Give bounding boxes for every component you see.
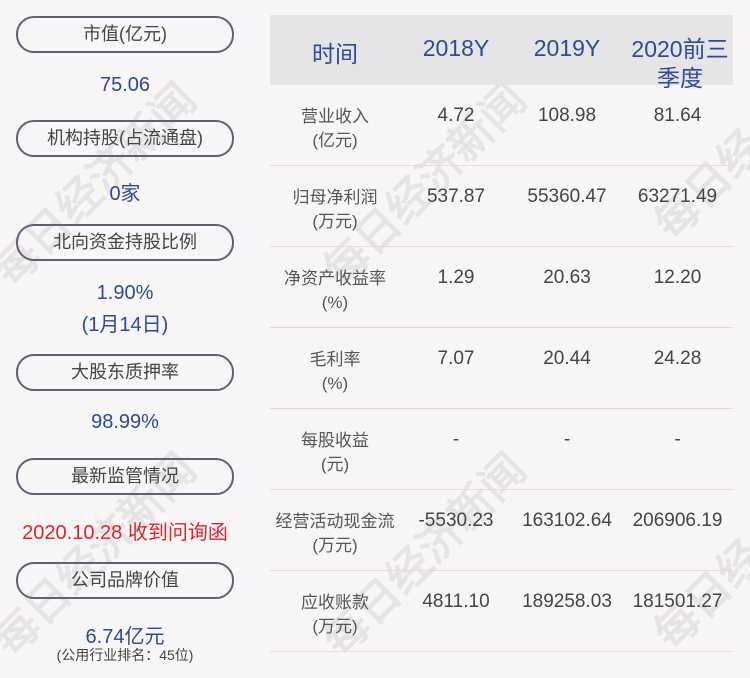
cell-value: 108.98 <box>537 105 597 126</box>
cell-value: 181501.27 <box>632 591 723 612</box>
metric-unit: (万元) <box>312 617 358 636</box>
regulation-value: 2020.10.28 收到问询函 <box>22 522 228 544</box>
cell-value: 4.72 <box>437 105 475 126</box>
cell-value: 24.28 <box>653 348 702 369</box>
metric-name: 归母净利润 <box>292 188 378 207</box>
cell-value: 20.63 <box>543 267 591 288</box>
table-row: 应收账款 (万元) 4811.10 189258.03 181501.27 <box>270 571 733 652</box>
cell-value: 163102.64 <box>522 510 612 531</box>
row-label: 净资产收益率 (%) <box>270 267 400 315</box>
metric-unit: (元) <box>320 455 350 474</box>
institution-holding-value: 0家 <box>109 183 141 205</box>
pledge-rate-label: 大股东质押率 <box>16 354 234 391</box>
metric-unit: (%) <box>321 374 349 393</box>
cell-value: 20.44 <box>543 348 591 369</box>
northbound-value: 1.90% <box>96 282 154 304</box>
cell-value: 206906.19 <box>632 510 723 531</box>
regulation-label: 最新监管情况 <box>16 458 234 495</box>
table-row: 经营活动现金流 (万元) -5530.23 163102.64 206906.19 <box>270 490 733 571</box>
row-label: 营业收入 (亿元) <box>270 105 400 153</box>
institution-holding-label: 机构持股(占流通盘) <box>16 120 234 157</box>
cell-value: - <box>452 429 460 450</box>
row-label: 归母净利润 (万元) <box>270 186 400 234</box>
northbound-date: (1月14日) <box>81 314 169 336</box>
table-row: 毛利率 (%) 7.07 20.44 24.28 <box>270 328 733 409</box>
cell-value: 189258.03 <box>522 591 612 612</box>
cell-value: 4811.10 <box>422 591 490 612</box>
header-2020q3: 2020前三季度 <box>631 36 729 91</box>
brand-value: 6.74亿元 <box>85 626 165 648</box>
metric-unit: (%) <box>321 293 349 312</box>
market-cap-label: 市值(亿元) <box>16 16 234 53</box>
cell-value: - <box>563 429 571 450</box>
metric-name: 净资产收益率 <box>284 269 386 288</box>
cell-value: - <box>674 429 681 450</box>
table-header: 时间 2018Y 2019Y 2020前三季度 <box>270 15 733 91</box>
metric-name: 毛利率 <box>309 350 361 369</box>
financial-table: 时间 2018Y 2019Y 2020前三季度 营业收入 (亿元) 4.72 108.… <box>270 15 733 652</box>
market-cap-value: 75.06 <box>99 74 151 96</box>
row-label: 经营活动现金流 (万元) <box>270 510 400 558</box>
metric-name: 每股收益 <box>301 431 369 450</box>
metric-unit: (万元) <box>312 536 358 555</box>
header-time: 时间 <box>312 41 358 67</box>
cell-value: 63271.49 <box>637 186 718 207</box>
header-2019: 2019Y <box>533 35 601 61</box>
brand-rank-note: (公用行业排名：45位) <box>56 647 194 663</box>
cell-value: 1.29 <box>437 267 475 288</box>
table-row: 净资产收益率 (%) 1.29 20.63 12.20 <box>270 247 733 328</box>
metric-unit: (亿元) <box>312 131 358 150</box>
brand-value-label: 公司品牌价值 <box>16 562 234 599</box>
cell-value: 12.20 <box>653 267 702 288</box>
table-row: 营业收入 (亿元) 4.72 108.98 81.64 <box>270 85 733 166</box>
pledge-rate-value: 98.99% <box>91 411 159 433</box>
metric-name: 营业收入 <box>301 107 369 126</box>
header-2018: 2018Y <box>422 35 490 61</box>
metric-name: 经营活动现金流 <box>275 512 395 531</box>
cell-value: 7.07 <box>437 348 475 369</box>
cell-value: 537.87 <box>426 186 486 207</box>
cell-value: 81.64 <box>653 105 702 126</box>
row-label: 每股收益 (元) <box>270 429 400 477</box>
metric-name: 应收账款 <box>301 593 369 612</box>
row-label: 应收账款 (万元) <box>270 591 400 639</box>
cell-value: -5530.23 <box>418 510 494 531</box>
row-label: 毛利率 (%) <box>270 348 400 396</box>
table-row: 归母净利润 (万元) 537.87 55360.47 63271.49 <box>270 166 733 247</box>
metric-unit: (万元) <box>312 212 358 231</box>
table-row: 每股收益 (元) - - - <box>270 409 733 490</box>
cell-value: 55360.47 <box>527 186 607 207</box>
northbound-label: 北向资金持股比例 <box>16 224 234 261</box>
